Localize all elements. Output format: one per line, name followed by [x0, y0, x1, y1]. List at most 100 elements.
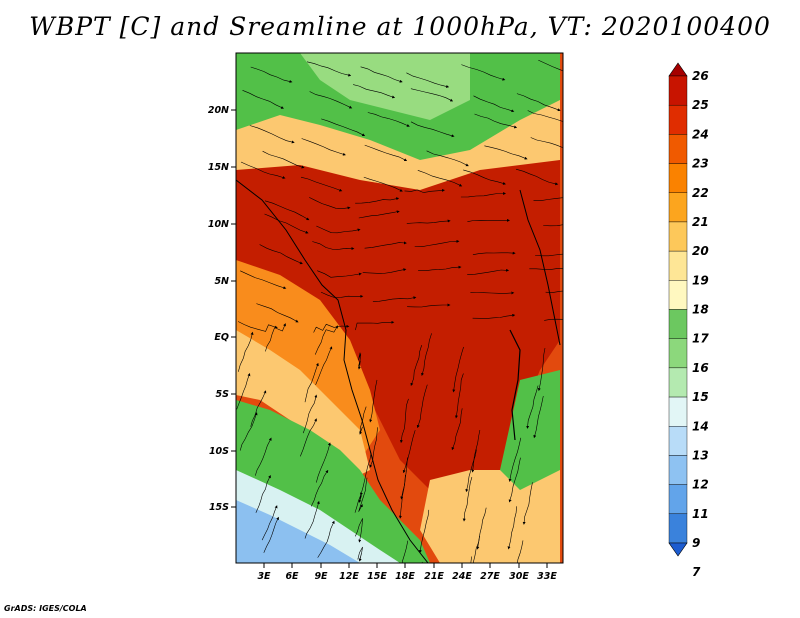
colorbar-segment — [668, 426, 688, 456]
streamline — [317, 270, 362, 278]
colorbar-label: 13 — [692, 448, 709, 462]
streamline — [472, 535, 480, 563]
streamline — [410, 345, 422, 387]
streamline — [256, 303, 299, 323]
colorbar: 26 25 24 23 22 21 20 19 18 17 16 15 14 13 12 11 9 7 — [668, 62, 709, 579]
streamline — [515, 168, 559, 186]
latitude-label-10n: 10N — [208, 219, 229, 230]
colorbar-segment — [668, 455, 688, 485]
streamline — [407, 303, 451, 308]
streamline — [367, 112, 410, 127]
streamline — [533, 197, 563, 201]
streamline — [372, 296, 417, 302]
colorbar-segment — [668, 396, 688, 427]
footer-credit: GrADS: IGES/COLA — [4, 604, 87, 613]
streamline — [410, 88, 454, 102]
streamlines — [236, 59, 563, 603]
latitude-label-5s: 5S — [216, 389, 230, 400]
streamline — [312, 241, 355, 251]
streamline — [301, 138, 346, 156]
latitude-label-eq: EQ — [214, 332, 229, 343]
latitude-axis: 20N 15N 10N 5N EQ 5S 10S 15S — [208, 105, 236, 513]
streamline — [467, 268, 510, 275]
streamline — [363, 176, 403, 192]
streamline — [316, 442, 331, 483]
streamline — [463, 169, 506, 185]
streamline — [300, 418, 317, 457]
streamline — [237, 321, 278, 332]
streamline — [452, 346, 464, 393]
streamline — [236, 372, 251, 410]
colorbar-label: 14 — [692, 419, 709, 433]
streamline — [309, 197, 351, 210]
streamline — [315, 346, 333, 386]
colorbar-segment — [668, 309, 688, 339]
latitude-label-15n: 15N — [208, 162, 229, 173]
streamline — [354, 493, 362, 513]
colorbar-segment — [668, 367, 688, 398]
streamline — [399, 398, 409, 444]
longitude-label-24e: 24E — [452, 571, 472, 582]
streamline — [263, 516, 279, 553]
streamline — [470, 291, 515, 295]
streamline — [544, 318, 563, 321]
streamline — [426, 150, 469, 167]
streamline — [304, 362, 319, 403]
streamline — [359, 452, 372, 496]
streamline — [355, 320, 395, 331]
streamline — [259, 244, 303, 265]
streamline — [416, 384, 428, 429]
latitude-label-20n: 20N — [208, 105, 229, 116]
streamline — [529, 268, 563, 271]
longitude-label-12e: 12E — [339, 571, 359, 582]
streamline — [262, 150, 305, 169]
colorbar-segment — [668, 280, 688, 310]
streamline — [364, 241, 407, 249]
streamline — [543, 224, 563, 227]
streamline — [249, 125, 295, 144]
streamline — [300, 176, 343, 192]
streamline — [264, 213, 309, 234]
colorbar-arrow-bottom — [668, 542, 688, 557]
streamline — [265, 323, 286, 352]
colorbar-segment — [668, 338, 688, 369]
latitude-label-5n: 5N — [214, 276, 229, 287]
wbpt-region-southwest — [236, 500, 360, 563]
streamline — [508, 457, 521, 503]
streamline — [240, 270, 287, 290]
streamline — [533, 395, 544, 439]
longitude-label-27e: 27E — [480, 571, 500, 582]
streamline — [404, 188, 445, 193]
streamline — [522, 482, 533, 525]
streamline — [410, 121, 455, 138]
streamline — [310, 469, 329, 507]
colorbar-label: 9 — [692, 536, 700, 550]
colorbar-label: 25 — [692, 98, 709, 112]
streamline — [454, 373, 464, 419]
streamline — [472, 251, 516, 255]
streamline — [414, 239, 460, 248]
streamline — [545, 290, 563, 293]
streamline — [538, 59, 563, 72]
streamline — [418, 265, 462, 271]
wbpt-region-north-light — [300, 53, 470, 120]
streamline — [467, 218, 510, 222]
wbpt-region-core — [236, 160, 560, 500]
streamline — [261, 505, 278, 541]
streamline — [358, 477, 368, 512]
streamline — [530, 563, 542, 603]
colorbar-segment — [668, 484, 688, 515]
streamline — [474, 113, 518, 129]
streamline — [406, 219, 451, 224]
streamline — [358, 210, 400, 219]
colorbar-arrow-top — [668, 62, 688, 77]
streamline — [250, 390, 267, 427]
streamline — [472, 313, 516, 319]
map-frame — [235, 52, 564, 564]
colorbar-segment — [668, 221, 688, 252]
streamline — [421, 561, 423, 563]
streamline — [369, 379, 378, 423]
streamline — [357, 352, 362, 370]
streamline — [355, 518, 363, 543]
longitude-label-18e: 18E — [395, 571, 415, 582]
